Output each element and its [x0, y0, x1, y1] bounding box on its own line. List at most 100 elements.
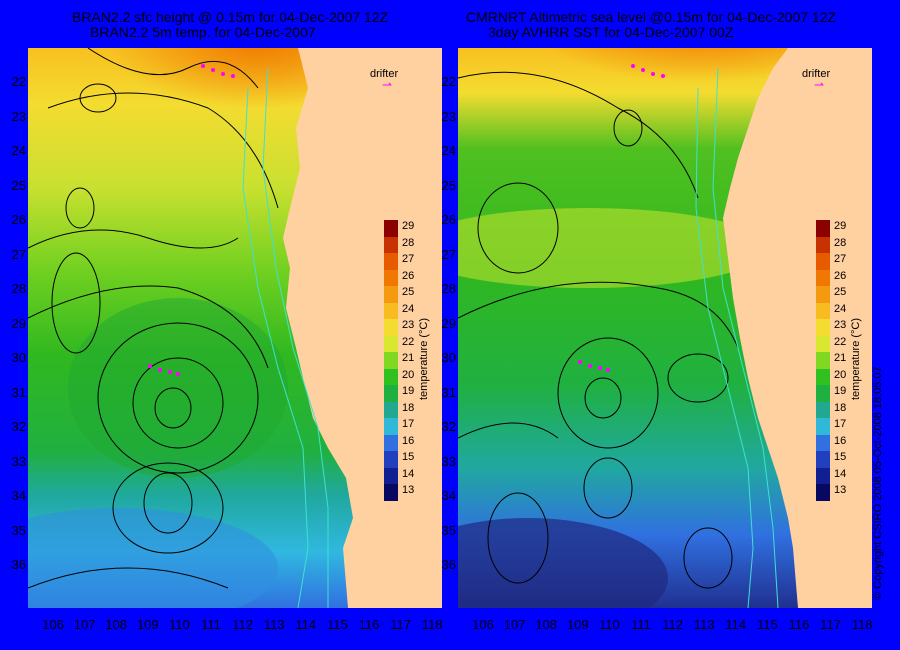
right-contour [683, 527, 733, 589]
longitude-label: 111 [631, 617, 651, 632]
longitude-label: 111 [201, 617, 221, 632]
colorbar-swatch [384, 401, 398, 418]
longitude-label: 107 [503, 617, 526, 632]
longitude-label: 117 [390, 617, 411, 632]
right-drifter-point [588, 364, 592, 368]
right-contour [458, 422, 559, 439]
colorbar-swatch [816, 418, 830, 435]
latitude-label: 32 [441, 419, 456, 434]
latitude-label: 32 [11, 419, 26, 434]
colorbar-swatch [384, 484, 398, 501]
left-drifter-point [231, 74, 235, 78]
colorbar-tick-label: 14 [834, 467, 847, 480]
colorbar-tick-label: 13 [834, 484, 847, 496]
right-drifter-point [641, 68, 645, 72]
colorbar-swatch [384, 434, 398, 451]
colorbar-tick-label: 19 [834, 385, 847, 397]
left-contour [47, 92, 279, 209]
right-drifter-point [661, 74, 665, 78]
left-contour [28, 229, 239, 249]
right-bathymetry [695, 67, 779, 608]
longitude-label: 110 [599, 617, 620, 632]
left-contour [112, 462, 224, 554]
left-contour [143, 472, 193, 534]
latitude-label: 29 [441, 315, 456, 331]
right-drifter-point [651, 72, 655, 76]
colorbar-tick-label: 23 [834, 319, 847, 331]
colorbar-swatch [384, 286, 398, 303]
colorbar-swatch [384, 352, 398, 369]
latitude-label: 25 [441, 177, 456, 193]
right-land [723, 48, 872, 608]
left-drifters [148, 64, 235, 376]
colorbar-swatch [816, 484, 830, 501]
right-contour [557, 337, 659, 449]
colorbar-tick-label: 24 [834, 302, 847, 315]
colorbar-tick-label: 21 [402, 352, 415, 364]
longitude-label: 112 [662, 617, 683, 632]
latitude-label: 28 [11, 281, 26, 296]
latitude-label: 26 [11, 212, 26, 227]
colorbar-tick-label: 15 [834, 451, 847, 463]
longitude-label: 109 [566, 617, 589, 632]
right-contour [613, 109, 643, 147]
colorbar-tick-label: 22 [834, 335, 847, 348]
right-contour [458, 281, 739, 349]
latitude-label: 31 [441, 384, 456, 400]
colorbar-swatch [384, 302, 398, 319]
right-drifter-legend: drifter [802, 68, 831, 80]
longitude-label: 106 [472, 617, 494, 632]
colorbar-swatch [816, 236, 830, 253]
left-contour [87, 48, 259, 89]
left-title-line2: BRAN2.2 5m temp. for 04-Dec-2007 [90, 24, 316, 40]
longitude-label: 107 [73, 617, 96, 632]
right-contour [458, 71, 699, 199]
latitude-label: 26 [441, 212, 456, 227]
left-drifter-arrow-icon: ⇀ [382, 78, 393, 92]
latitude-label: 33 [11, 453, 26, 469]
left-drifter-point [158, 368, 162, 372]
colorbar-swatch [384, 451, 398, 468]
colorbar-tick-label: 24 [402, 302, 415, 315]
colorbar-swatch [816, 302, 830, 319]
colorbar-tick-label: 27 [402, 253, 415, 265]
right-contours [458, 71, 739, 589]
longitude-label: 112 [232, 617, 253, 632]
colorbar-tick-label: 14 [402, 467, 415, 480]
colorbar-tick-label: 29 [834, 220, 847, 232]
colorbar-tick-label: 25 [402, 286, 415, 298]
left-contour [132, 357, 224, 449]
latitude-label: 28 [441, 281, 456, 296]
colorbar-tick-label: 28 [402, 236, 415, 249]
colorbar-swatch [816, 269, 830, 286]
right-map-svg [458, 48, 872, 608]
colorbar-swatch [816, 401, 830, 418]
right-title-line1: CMRNRT Altimetric sea level @0.15m for 0… [466, 9, 837, 25]
colorbar-tick-label: 15 [402, 451, 415, 463]
left-contours [28, 48, 279, 589]
colorbar-swatch [816, 319, 830, 336]
colorbar-tick-label: 26 [834, 269, 847, 282]
longitude-label: 108 [535, 617, 558, 632]
latitude-label: 27 [11, 246, 26, 262]
left-contour [97, 322, 259, 474]
colorbar-tick-label: 16 [402, 434, 415, 447]
longitude-label: 113 [263, 617, 285, 632]
colorbar-tick-label: 25 [834, 286, 847, 298]
colorbar-tick-label: 23 [402, 319, 415, 331]
longitude-label: 108 [105, 617, 128, 632]
colorbar-tick-label: 18 [402, 401, 415, 414]
colorbar-swatch [816, 434, 830, 451]
colorbar-tick-label: 28 [834, 236, 847, 249]
longitude-label: 115 [327, 617, 348, 632]
right-drifter-point [578, 360, 582, 364]
colorbar-swatch [816, 451, 830, 468]
left-bathymetry [242, 67, 329, 608]
left-drifter-legend: drifter [370, 68, 399, 80]
left-isobath [262, 67, 329, 608]
colorbar-tick-label: 26 [402, 269, 415, 282]
right-map-panel [458, 48, 872, 608]
latitude-label: 29 [11, 315, 26, 331]
colorbar-tick-label: 29 [402, 220, 415, 232]
colorbar-swatch [384, 467, 398, 484]
